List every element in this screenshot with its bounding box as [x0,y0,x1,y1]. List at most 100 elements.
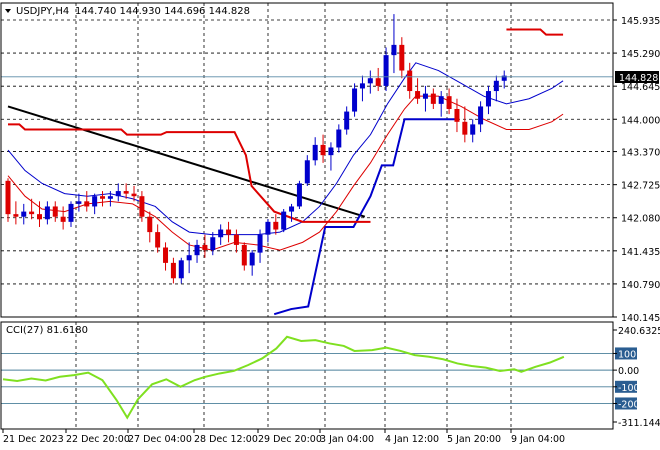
cci-label: CCI(27) 81.6180 [6,325,88,336]
candle-body [470,124,476,135]
candle-body [399,44,405,71]
candle-body [454,108,460,122]
candle-body [115,191,121,197]
candle-body [5,180,11,215]
cci-level-tag [615,397,637,410]
candle-body [438,96,444,104]
y-tick-label: 143.370 [621,148,660,159]
x-tick-label: 3 Jan 04:00 [320,434,374,445]
candle-body [249,252,255,266]
overlay-series-line [8,123,371,223]
candle-body [289,206,295,212]
candle-body [202,244,208,251]
main-panel-frame [0,2,614,318]
symbol-label: USDJPY,H4 [16,6,69,17]
overlay-series-line [7,105,366,218]
overlay-series-line [273,118,456,316]
overlay-series-line [506,28,564,36]
candle-body [131,193,137,197]
candle-body [147,216,153,233]
current-price-tag: 144.828 [615,71,659,84]
candle-body [107,196,113,199]
candle-body [296,183,302,207]
candle-body [13,214,19,217]
candle-body [233,234,239,245]
candle-body [186,255,192,261]
candle-body [139,196,145,217]
candle-body [336,129,342,148]
candle-body [100,196,106,199]
cci-series-line [2,335,565,420]
candle-body [218,229,224,238]
y-tick-label: 141.435 [621,247,660,258]
x-tick-label: 21 Dec 2023 [3,434,64,445]
candle-body [407,70,413,92]
candle-body [170,262,176,279]
candle-body [84,201,90,207]
candle-body [226,229,232,235]
candle-body [29,211,35,215]
candle-body [375,78,381,86]
price-axis: 145.935 145.290 144.645 144.000 143.370 142.7… [613,16,660,324]
y-tick-label: 140.790 [621,280,660,291]
candle-body [60,216,66,222]
collapse-triangle-icon[interactable] [5,9,11,13]
x-tick-label: 28 Dec 12:00 [194,434,258,445]
candle-body [273,221,279,230]
ohlc-label: 144.740 144.930 144.696 144.828 [75,6,250,17]
candle-body [68,203,74,222]
candle-body [21,211,27,217]
y-tick-label: -200 [618,399,640,410]
y-tick-label: 142.725 [621,181,660,192]
x-tick-label: 27 Dec 04:00 [128,434,192,445]
chart-header: USDJPY,H4 144.740 144.930 144.696 144.82… [5,6,250,17]
candle-body [485,91,491,107]
candle-body [194,244,200,256]
candle-body [37,214,43,220]
candle-body [92,196,98,207]
candle-body [462,121,468,135]
candle-body [155,232,161,248]
candle-body [281,211,287,230]
candle-body [344,111,350,130]
candle-body [328,147,334,156]
candle-body [44,206,50,220]
candle-body [312,144,318,161]
y-tick-label: 145.935 [621,16,660,27]
candle-body [422,93,428,99]
candle-body [391,44,397,56]
candle-body [478,106,484,125]
x-tick-label: 4 Jan 12:00 [385,434,439,445]
overlay-series-line [7,62,564,236]
y-tick-label: 145.290 [621,49,660,60]
y-tick-label: 0.00 [618,366,639,377]
y-tick-label: -311.1446 [618,418,660,429]
cci-axis: 240.6325 100 0.00 -100 -200 -311.1446 [613,326,660,429]
candle-body [320,144,326,156]
cci-level-tag [615,347,637,360]
candle-body [415,91,421,99]
x-tick-label: 5 Jan 20:00 [447,434,501,445]
x-tick-label: 22 Dec 20:00 [66,434,130,445]
candle-body [241,244,247,266]
y-tick-label: 144.645 [621,82,660,93]
candle-body [383,55,389,86]
x-tick-label: 9 Jan 04:00 [511,434,565,445]
candle-body [265,221,271,235]
overlay-lines [7,28,564,316]
y-tick-label: 140.145 [621,313,660,324]
candle-body [352,88,358,112]
candles [5,14,507,284]
candle-body [359,83,365,89]
candle-body [430,93,436,104]
candle-body [493,80,499,92]
candle-body [501,75,507,81]
candle-body [178,260,184,279]
candle-body [304,160,310,184]
candle-body [210,237,216,251]
cci-line [2,335,565,420]
candle-body [257,234,263,253]
y-tick-label: 142.080 [621,214,660,225]
